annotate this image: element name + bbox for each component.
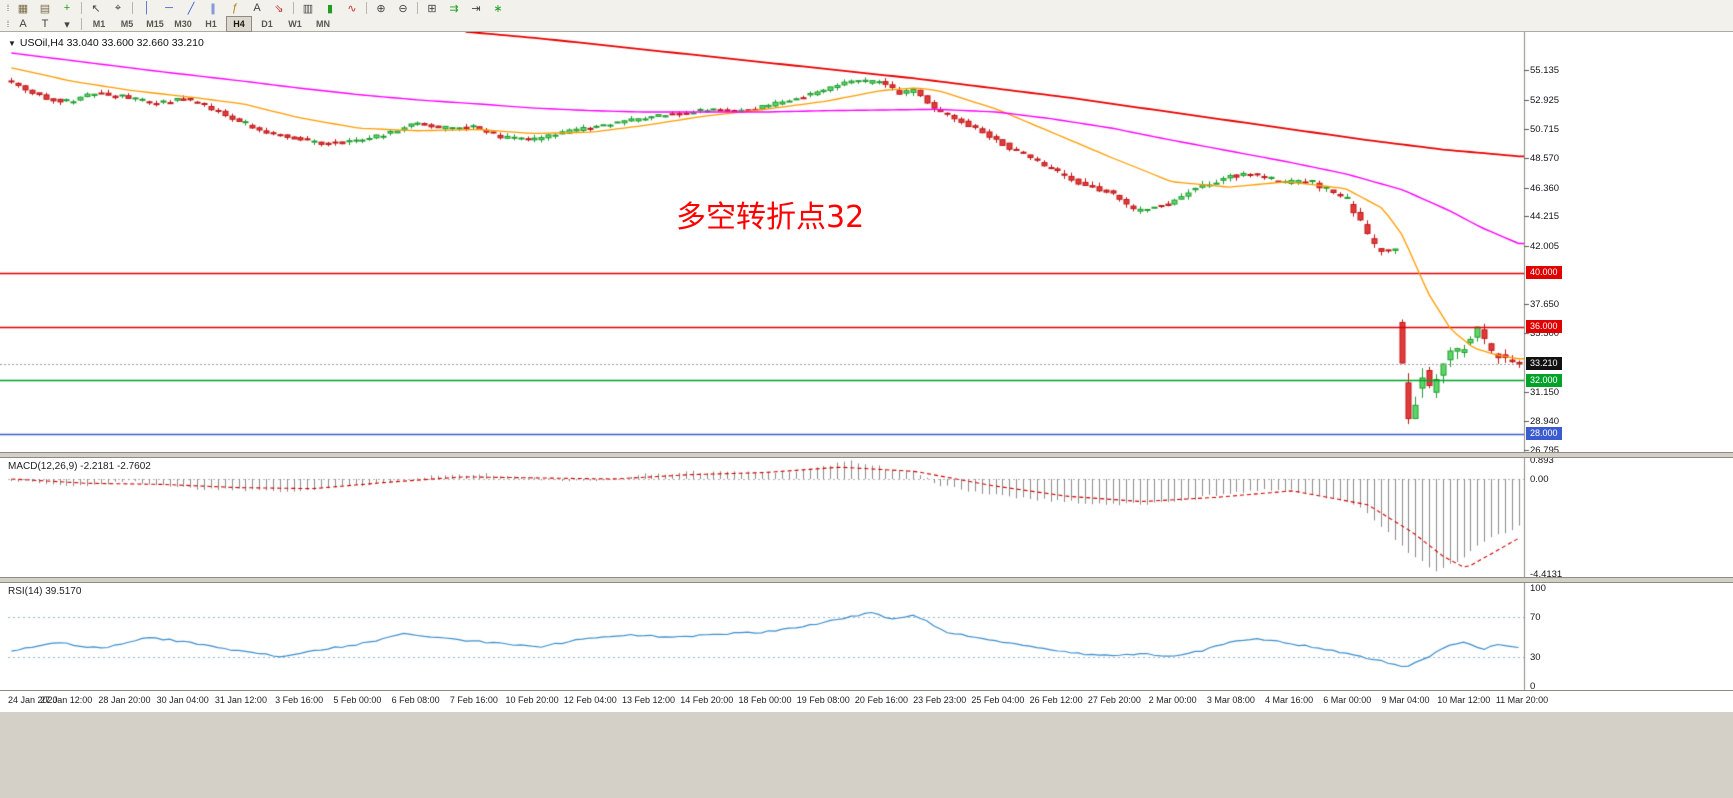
time-axis-label: 9 Mar 04:00 [1381, 695, 1430, 705]
new-order-button[interactable]: + [63, 2, 71, 14]
font-tool-button[interactable]: A [19, 18, 27, 30]
toolbar-row-periods: ⁞⁞ A T ▾ M1 M5 M15 M30 H1 H4 D1 W1 MN [0, 16, 1733, 32]
crosshair-button[interactable]: ⌖ [114, 1, 122, 14]
chart-window: ▼ USOil,H4 33.040 33.600 32.660 33.210 多… [0, 32, 1733, 798]
time-axis-label: 2 Mar 00:00 [1148, 695, 1197, 705]
symbol-info: ▼ USOil,H4 33.040 33.600 32.660 33.210 [8, 37, 204, 49]
time-axis-label: 20 Feb 16:00 [854, 695, 908, 705]
time-axis-label: 31 Jan 12:00 [214, 695, 267, 705]
symbol-dropdown-icon[interactable]: ▼ [8, 38, 16, 48]
fibonacci-button[interactable]: ƒ [231, 2, 239, 14]
toolbar-separator [417, 2, 418, 14]
timeframe-m1-button[interactable]: M1 [92, 19, 106, 29]
horizontal-line-button[interactable]: ─ [165, 2, 173, 14]
time-axis-label: 7 Feb 16:00 [449, 695, 498, 705]
chart-shift-button[interactable]: ⇥ [471, 2, 481, 15]
time-axis-label: 30 Jan 04:00 [156, 695, 209, 705]
chart-canvas[interactable] [0, 32, 1733, 798]
timeframe-h4-button[interactable]: H4 [226, 16, 252, 32]
time-axis-label: 11 Mar 20:00 [1495, 695, 1549, 705]
timeframe-mn-button[interactable]: MN [316, 19, 330, 29]
time-axis-label: 27 Jan 12:00 [40, 695, 93, 705]
timeframe-w1-button[interactable]: W1 [288, 19, 302, 29]
time-axis-label: 10 Mar 12:00 [1437, 695, 1491, 705]
time-axis-label: 23 Feb 23:00 [913, 695, 967, 705]
time-axis-label: 26 Feb 12:00 [1029, 695, 1083, 705]
auto-scroll-button[interactable]: ⇉ [449, 2, 459, 15]
toolbar: ⁞⁞ ▦ ▤ + ↖ ⌖ │ ─ ╱ ∥ ƒ A ⇘ ▥ ▮ ∿ ⊕ ⊖ ⊞ ⇉ ⇥ ∗ ⁞⁞ A T ▾ M1 M5 M15 M30 H… [0, 0, 1733, 32]
time-axis[interactable]: 24 Jan 2020 27 Jan 12:00 28 Jan 20:00 30 Ja… [0, 690, 1733, 712]
chart-profiles-button[interactable]: ▤ [39, 2, 51, 15]
text-label-button[interactable]: A [253, 2, 261, 14]
time-axis-label: 12 Feb 04:00 [563, 695, 617, 705]
timeframe-m5-button[interactable]: M5 [120, 19, 134, 29]
trendline-button[interactable]: ╱ [187, 2, 195, 15]
toolbar-grip-2[interactable]: ⁞⁞ [6, 19, 9, 29]
pane-divider-macd[interactable] [0, 452, 1733, 458]
zoom-out-button[interactable]: ⊖ [398, 2, 408, 15]
time-axis-label: 3 Feb 16:00 [275, 695, 324, 705]
time-axis-label: 5 Feb 00:00 [333, 695, 382, 705]
time-axis-label: 10 Feb 20:00 [505, 695, 559, 705]
rsi-label: RSI(14) 39.5170 [8, 586, 82, 597]
time-axis-label: 6 Feb 08:00 [391, 695, 440, 705]
toolbar-row-objects: ⁞⁞ ▦ ▤ + ↖ ⌖ │ ─ ╱ ∥ ƒ A ⇘ ▥ ▮ ∿ ⊕ ⊖ ⊞ ⇉ ⇥ ∗ [0, 0, 1733, 16]
time-axis-label: 25 Feb 04:00 [971, 695, 1025, 705]
cursor-button[interactable]: ↖ [91, 2, 101, 15]
time-axis-label: 18 Feb 00:00 [738, 695, 792, 705]
time-axis-label: 13 Feb 12:00 [622, 695, 676, 705]
timeframe-h1-button[interactable]: H1 [205, 19, 217, 29]
line-chart-button[interactable]: ∿ [347, 2, 357, 15]
symbol-ohlc-text: USOil,H4 33.040 33.600 32.660 33.210 [19, 37, 204, 49]
toolbar-separator [81, 18, 82, 30]
timeframe-m15-button[interactable]: M15 [146, 19, 164, 29]
vertical-line-button[interactable]: │ [143, 2, 151, 14]
toolbar-grip[interactable]: ⁞⁞ [6, 3, 9, 13]
time-axis-label: 27 Feb 20:00 [1087, 695, 1141, 705]
toolbar-separator [366, 2, 367, 14]
channel-button[interactable]: ∥ [210, 2, 216, 15]
timeframe-m30-button[interactable]: M30 [174, 19, 192, 29]
toolbar-separator [293, 2, 294, 14]
time-axis-label: 24 Jan 2020 [8, 695, 58, 705]
window-background [0, 712, 1733, 798]
bar-chart-button[interactable]: ▥ [302, 2, 314, 15]
chart-annotation-text[interactable]: 多空转折点32 [676, 200, 865, 235]
pane-divider-rsi[interactable] [0, 577, 1733, 583]
toolbar-separator [132, 2, 133, 14]
line-style-dropdown[interactable]: ▾ [64, 18, 70, 31]
time-axis-label: 4 Mar 16:00 [1265, 695, 1314, 705]
new-chart-button[interactable]: ▦ [17, 2, 29, 15]
time-axis-label: 28 Jan 20:00 [98, 695, 151, 705]
indicators-button[interactable]: ∗ [493, 2, 503, 15]
time-axis-label: 6 Mar 00:00 [1323, 695, 1372, 705]
zoom-in-button[interactable]: ⊕ [376, 2, 386, 15]
tile-windows-button[interactable]: ⊞ [427, 2, 437, 15]
arrow-objects-button[interactable]: ⇘ [274, 2, 284, 15]
toolbar-separator [81, 2, 82, 14]
time-axis-label: 19 Feb 08:00 [796, 695, 850, 705]
time-axis-label: 14 Feb 20:00 [680, 695, 734, 705]
timeframe-d1-button[interactable]: D1 [261, 19, 273, 29]
time-axis-label: 3 Mar 08:00 [1206, 695, 1255, 705]
macd-label: MACD(12,26,9) -2.2181 -2.7602 [8, 461, 151, 472]
candlestick-chart-button[interactable]: ▮ [326, 2, 334, 15]
cursor-mode-button[interactable]: T [41, 18, 49, 30]
